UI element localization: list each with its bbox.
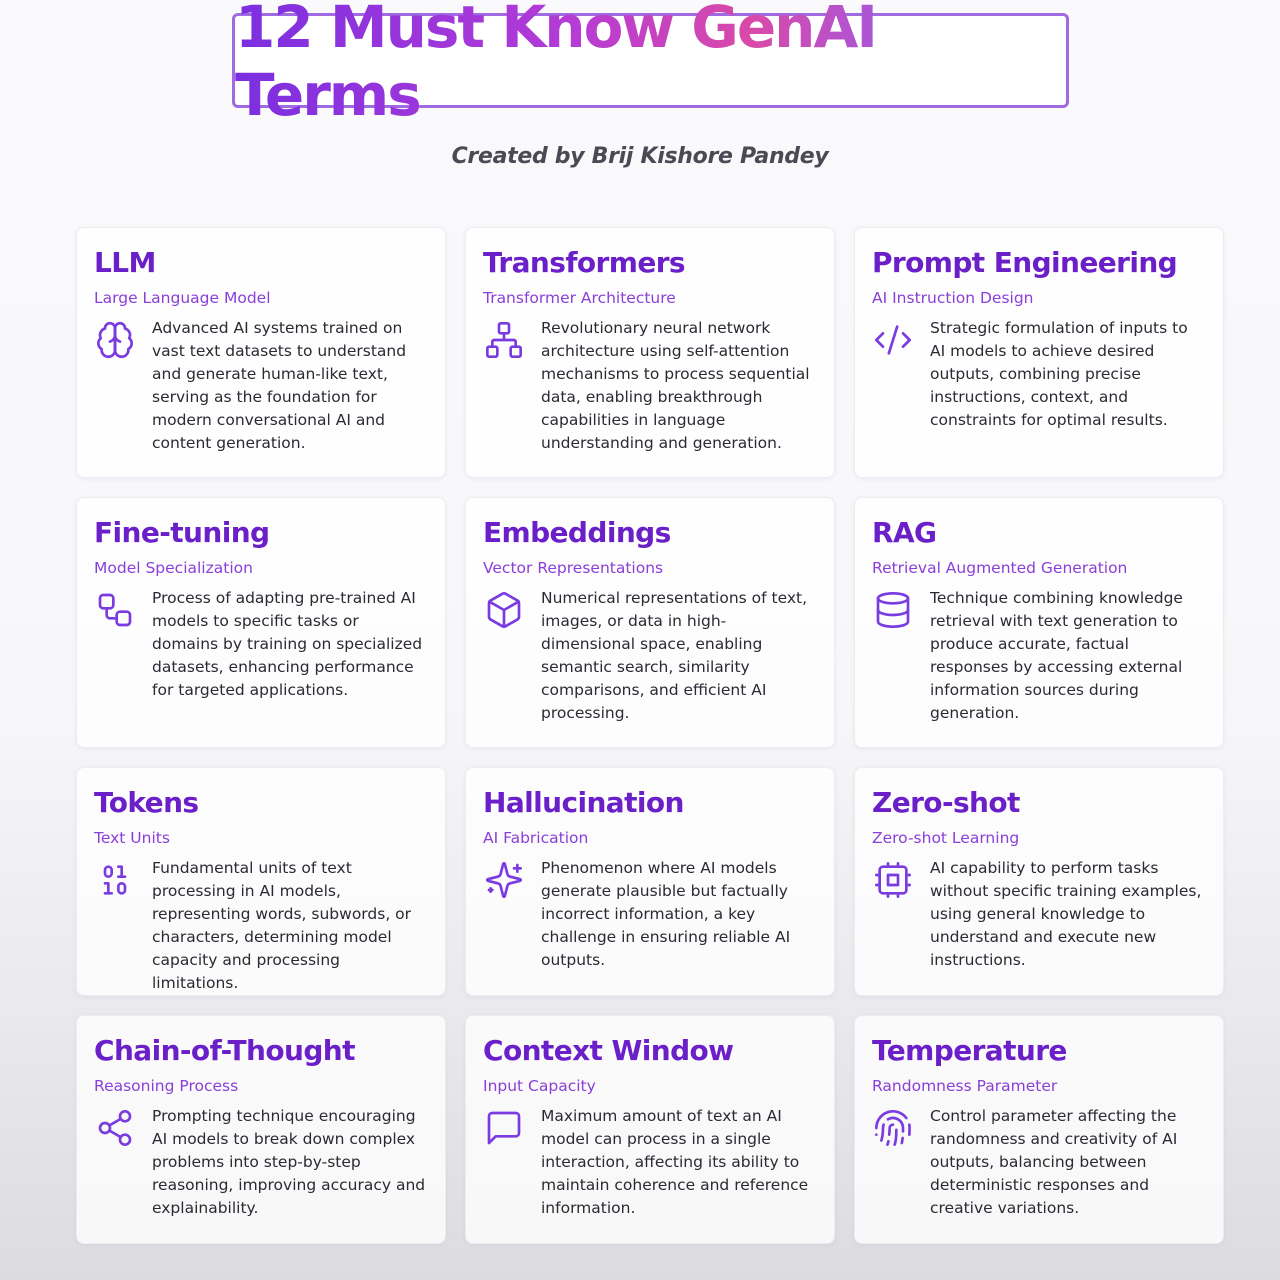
card-subtitle: AI Instruction Design (872, 288, 1034, 307)
share-icon (94, 1107, 136, 1149)
card-description: Advanced AI systems trained on vast text… (152, 319, 407, 453)
card-body: Phenomenon where AI models generate plau… (483, 857, 818, 972)
card-description: Numerical representations of text, image… (541, 589, 808, 723)
card-description: Process of adapting pre-trained AI model… (152, 589, 423, 700)
term-card-chain-of-thought: Chain-of-Thought Reasoning Process Promp… (76, 1015, 446, 1244)
term-card-embeddings: Embeddings Vector Representations Numeri… (465, 497, 835, 748)
card-description: Revolutionary neural network architectur… (541, 319, 810, 453)
card-title: LLM (94, 246, 156, 279)
workflow-icon (94, 589, 136, 631)
card-body: Advanced AI systems trained on vast text… (94, 317, 429, 455)
card-body: Process of adapting pre-trained AI model… (94, 587, 429, 702)
card-title: Transformers (483, 246, 686, 279)
cpu-icon (872, 859, 914, 901)
card-description: Fundamental units of text processing in … (152, 859, 412, 993)
author-credit: Created by Brij Kishore Pandey (451, 144, 829, 169)
brain-icon (94, 319, 136, 361)
card-title: Zero-shot (872, 786, 1020, 819)
card-subtitle: Input Capacity (483, 1076, 596, 1095)
card-subtitle: Large Language Model (94, 288, 271, 307)
card-description: Strategic formulation of inputs to AI mo… (930, 319, 1188, 430)
term-card-hallucination: Hallucination AI Fabrication Phenomenon … (465, 767, 835, 996)
page-title: 12 Must Know GenAI Terms (235, 0, 1066, 129)
card-description: Maximum amount of text an AI model can p… (541, 1107, 809, 1218)
card-subtitle: Retrieval Augmented Generation (872, 558, 1128, 577)
network-icon (483, 319, 525, 361)
card-subtitle: AI Fabrication (483, 828, 589, 847)
card-body: Revolutionary neural network architectur… (483, 317, 818, 455)
cube-icon (483, 589, 525, 631)
card-description: Control parameter affecting the randomne… (930, 1107, 1178, 1218)
card-subtitle: Transformer Architecture (483, 288, 676, 307)
card-subtitle: Vector Representations (483, 558, 664, 577)
database-icon (872, 589, 914, 631)
term-card-zero-shot: Zero-shot Zero-shot Learning AI capabili… (854, 767, 1224, 996)
card-body: Prompting technique encouraging AI model… (94, 1105, 429, 1220)
card-description: Technique combining knowledge retrieval … (930, 589, 1183, 723)
term-card-temperature: Temperature Randomness Parameter Control… (854, 1015, 1224, 1244)
card-body: Maximum amount of text an AI model can p… (483, 1105, 818, 1220)
card-description: AI capability to perform tasks without s… (930, 859, 1202, 970)
card-body: Strategic formulation of inputs to AI mo… (872, 317, 1207, 432)
card-title: Chain-of-Thought (94, 1034, 356, 1067)
card-subtitle: Model Specialization (94, 558, 253, 577)
title-box: 12 Must Know GenAI Terms (232, 0, 1069, 129)
card-title: Prompt Engineering (872, 246, 1178, 279)
code-icon (872, 319, 914, 361)
binary-icon (94, 859, 136, 901)
term-card-transformers: Transformers Transformer Architecture Re… (465, 227, 835, 478)
card-title: Embeddings (483, 516, 671, 549)
card-title: Fine-tuning (94, 516, 270, 549)
card-subtitle: Text Units (94, 828, 170, 847)
card-body: Fundamental units of text processing in … (94, 857, 429, 995)
card-description: Phenomenon where AI models generate plau… (541, 859, 791, 970)
card-subtitle: Zero-shot Learning (872, 828, 1020, 847)
card-description: Prompting technique encouraging AI model… (152, 1107, 426, 1218)
card-body: Control parameter affecting the randomne… (872, 1105, 1207, 1220)
card-title: Temperature (872, 1034, 1067, 1067)
term-card-context-window: Context Window Input Capacity Maximum am… (465, 1015, 835, 1244)
card-body: AI capability to perform tasks without s… (872, 857, 1207, 972)
card-title: Tokens (94, 786, 199, 819)
terms-grid: LLM Large Language Model Advanced AI sys… (76, 227, 1225, 1244)
fingerprint-icon (872, 1107, 914, 1149)
message-square-icon (483, 1107, 525, 1149)
card-title: RAG (872, 516, 937, 549)
term-card-prompt-engineering: Prompt Engineering AI Instruction Design… (854, 227, 1224, 478)
card-body: Numerical representations of text, image… (483, 587, 818, 725)
term-card-rag: RAG Retrieval Augmented Generation Techn… (854, 497, 1224, 748)
card-body: Technique combining knowledge retrieval … (872, 587, 1207, 725)
card-subtitle: Reasoning Process (94, 1076, 239, 1095)
card-title: Hallucination (483, 786, 684, 819)
sparkles-icon (483, 859, 525, 901)
term-card-tokens: Tokens Text Units Fundamental units of t… (76, 767, 446, 996)
term-card-fine-tuning: Fine-tuning Model Specialization Process… (76, 497, 446, 748)
card-subtitle: Randomness Parameter (872, 1076, 1058, 1095)
term-card-llm: LLM Large Language Model Advanced AI sys… (76, 227, 446, 478)
card-title: Context Window (483, 1034, 734, 1067)
